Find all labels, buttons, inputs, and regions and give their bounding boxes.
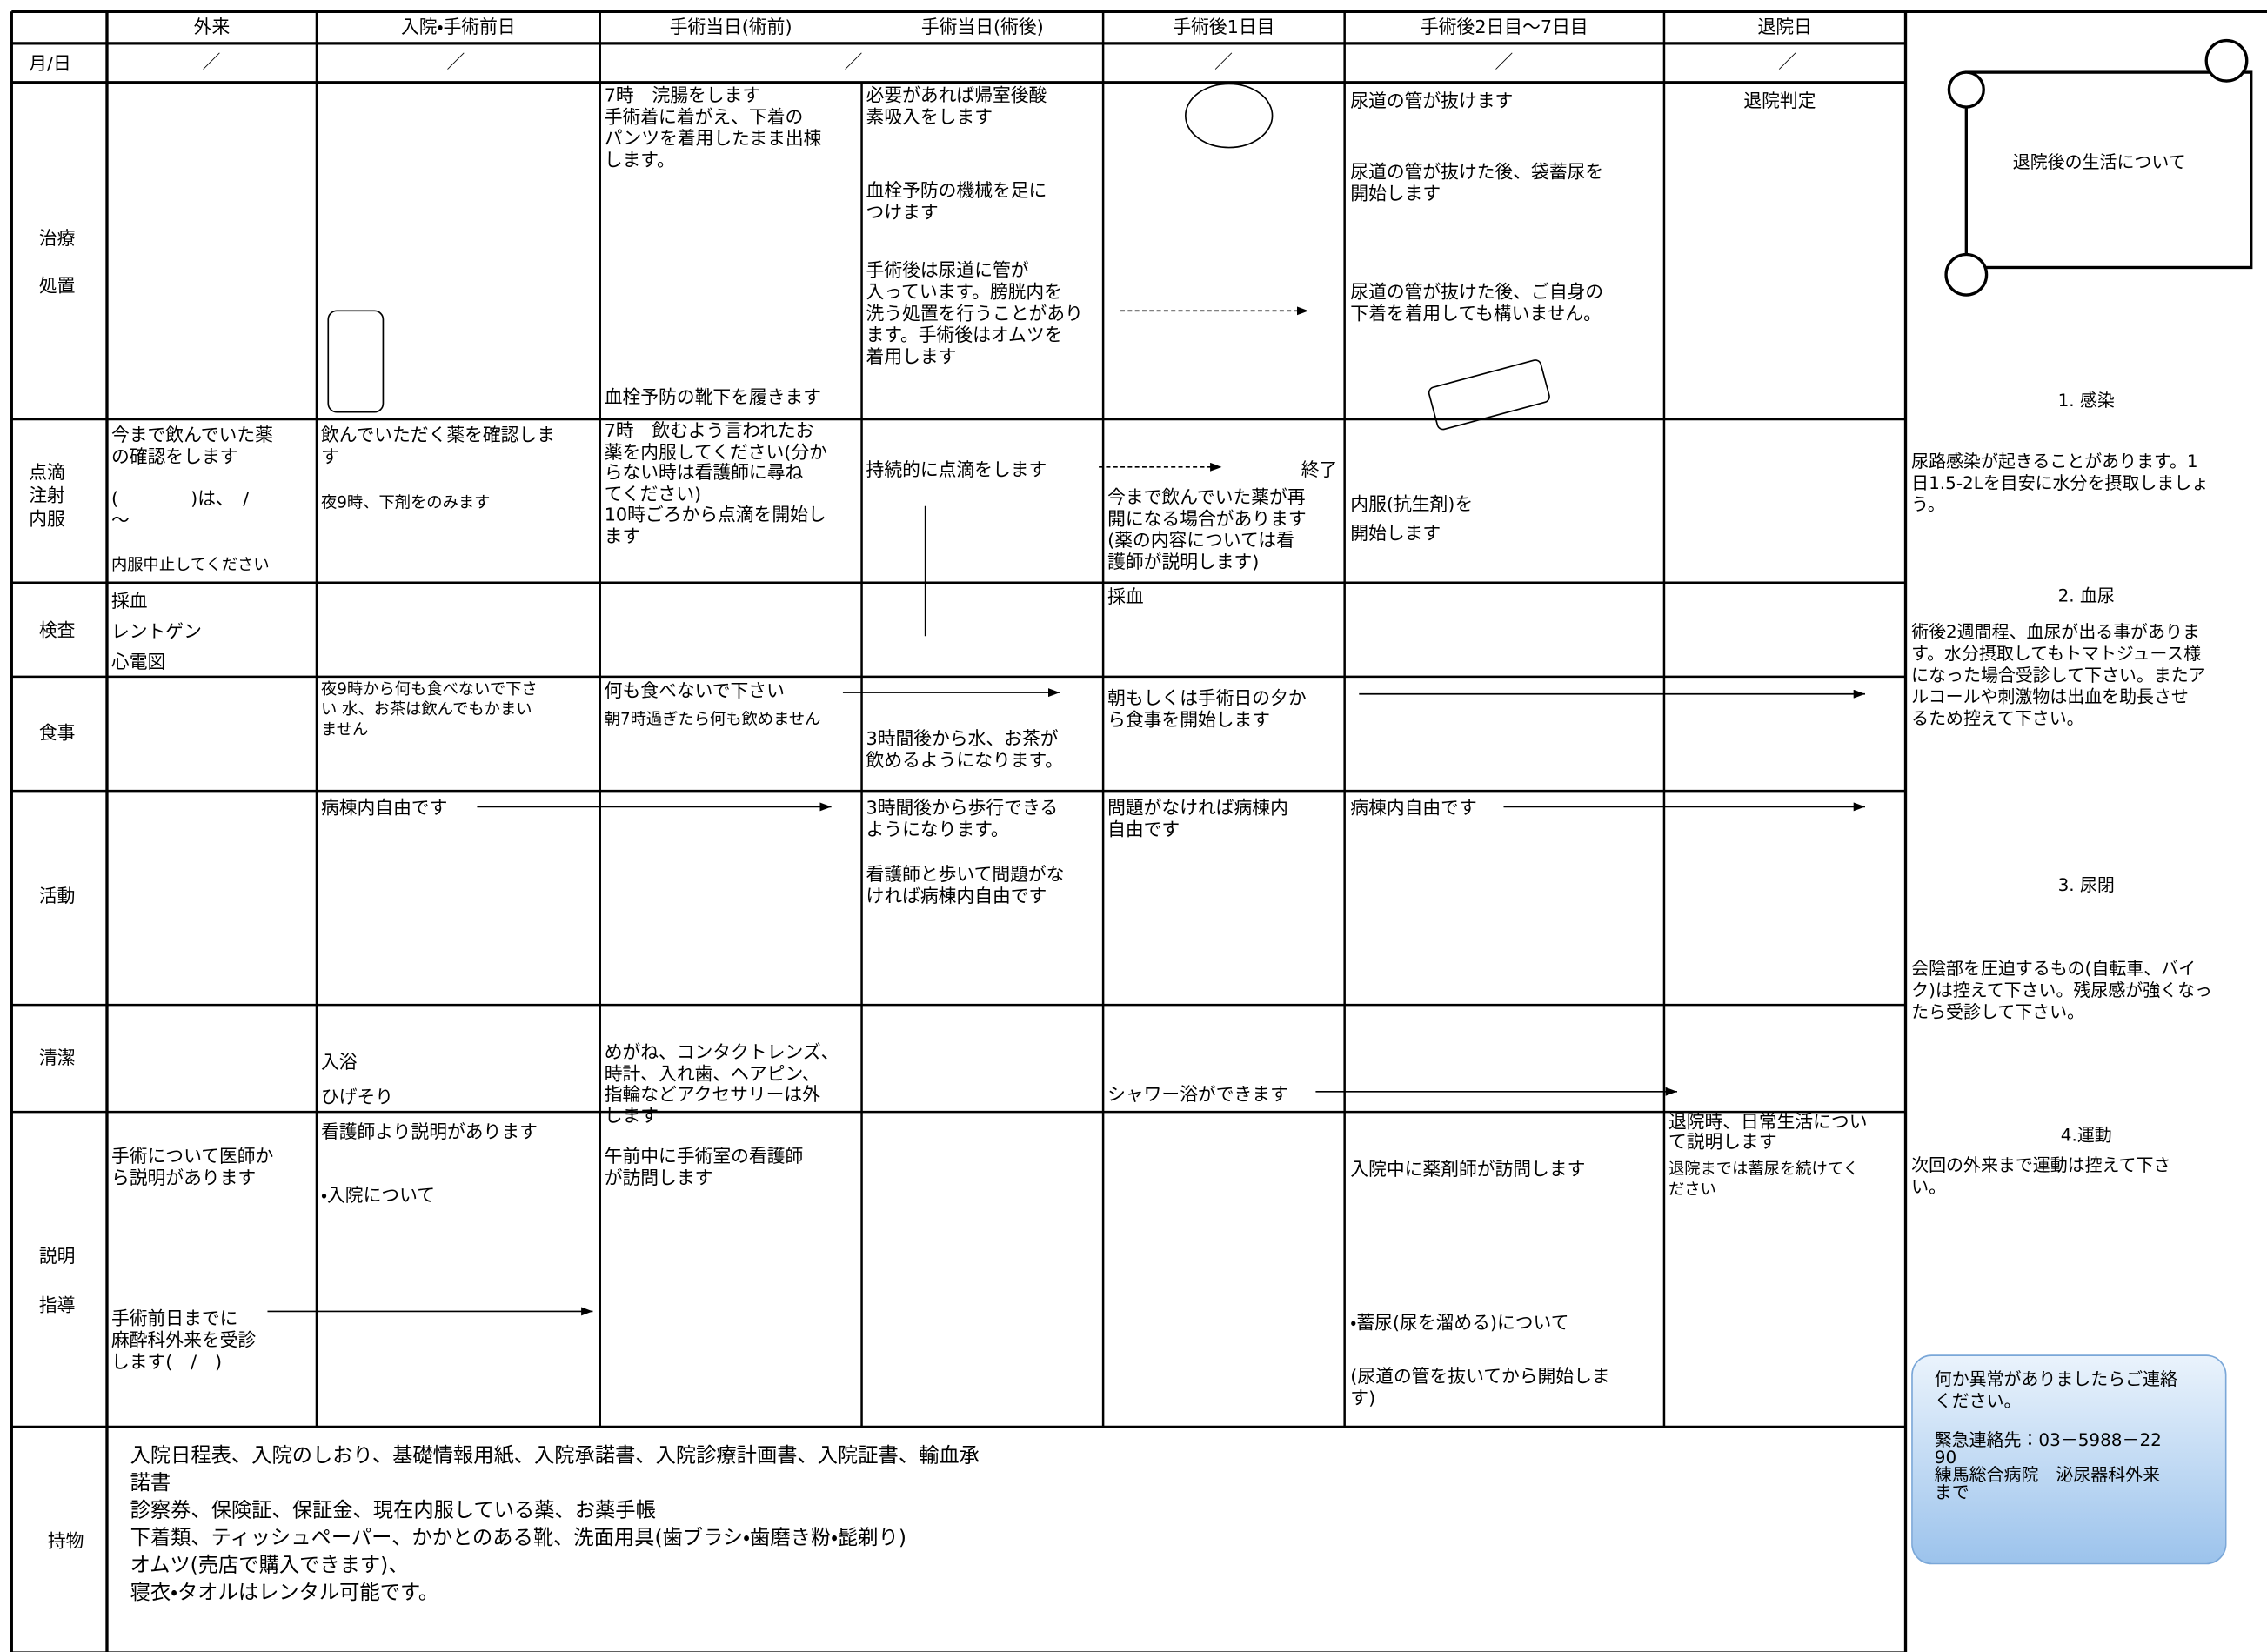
cell-text: ひげそり: [320, 1086, 394, 1108]
cell-text: 手術前日までに 麻酔科外来を受診 します( / ): [110, 1307, 257, 1373]
cell-text: めがね、コンタクトレンズ、 時計、入れ歯、ヘアピン、 指輪などアクセサリーは外 …: [604, 1040, 839, 1126]
cell-text: 内服(抗生剤)を 開始します: [1350, 492, 1474, 544]
topic-heading: 1. 感染: [2057, 390, 2115, 411]
cell-text: 7時 浣腸をします 手術着に着がえ、下着の パンツを着用したまま出棟 します。: [604, 84, 822, 171]
cell-text: 尿道の管が抜けます: [1350, 90, 1514, 111]
cell-text: 夜9時、下剤をのみます: [320, 492, 491, 512]
panel-title: 退院後の生活について: [2012, 151, 2186, 172]
cell-text: 血栓予防の機械を足に つけます: [866, 179, 1047, 223]
cell-text: 看護師と歩いて問題がな ければ病棟内自由です: [866, 863, 1065, 907]
cell-text: 採血: [1107, 585, 1144, 608]
cell-text: 尿道の管が抜けた後、ご自身の 下着を着用しても構いません。: [1350, 280, 1604, 324]
cell-text: 問題がなければ病棟内 自由です: [1107, 796, 1288, 840]
cell-text: 夜9時から何も食べないで下さ い 水、お茶は飲んでもかまい ません: [320, 679, 538, 739]
cell-text: 内服中止してください: [110, 555, 270, 574]
row-label: 説明 指導: [38, 1244, 76, 1316]
topic-text: 術後2週間程、血尿が出る事がありま す。水分摂取してもトマトジュース様 になった…: [1911, 621, 2206, 729]
cell-text: 尿道の管が抜けた後、袋蓄尿を 開始します: [1350, 160, 1604, 204]
contact-box: [1911, 1354, 2227, 1565]
cell-text: 入浴: [320, 1051, 358, 1073]
contact-details: 緊急連絡先：03－5988－22 90 練馬総合病院 泌尿器科外来 まで: [1934, 1429, 2162, 1502]
column-header: 入院・手術前日: [400, 16, 516, 38]
scroll-curl: [2204, 38, 2249, 83]
cell-text: 朝7時過ぎたら何も飲めません: [604, 710, 821, 729]
cell-text: 退院までは蓄尿を続けてく ださい: [1668, 1159, 1859, 1199]
cell-text: 病棟内自由です: [320, 796, 448, 819]
date-mark: ／: [446, 50, 465, 73]
topic-heading: 3. 尿閉: [2057, 874, 2115, 895]
row-label: 清潔: [38, 1047, 76, 1069]
row-label: 点滴 注射 内服: [29, 461, 65, 530]
date-mark: ／: [202, 50, 221, 73]
cell-text: 手術について医師か ら説明があります: [110, 1145, 274, 1189]
cell-text: 何も食べないで下さい: [604, 679, 785, 702]
cell-text: 入院中に薬剤師が訪問します: [1350, 1158, 1586, 1180]
cell-text: 飲んでいただく薬を確認しま す: [320, 423, 556, 467]
row-label: 活動: [38, 885, 76, 907]
cell-text: 退院時、日常生活につい て説明します: [1668, 1110, 1868, 1153]
scroll-frame: [1964, 70, 2253, 270]
cell-text: 今まで飲んでいた薬 の確認をします: [110, 423, 273, 467]
cell-text: 持続的に点滴をします: [866, 458, 1047, 480]
cell-text: 看護師より説明があります: [320, 1120, 538, 1142]
topic-text: 次回の外来まで運動は控えて下さ い。: [1911, 1154, 2171, 1198]
topic-heading: 4.運動: [2060, 1125, 2112, 1146]
cell-text: ( )は、 / ～: [110, 487, 250, 531]
medicine-bottle: [327, 310, 385, 413]
row-label: 治療 処置: [38, 226, 76, 297]
column-header: 退院日: [1757, 16, 1812, 38]
cell-text: 退院判定: [1743, 90, 1816, 111]
row-label: 食事: [38, 721, 76, 744]
scroll-curl: [1944, 252, 1989, 297]
cell-text: 必要があれば帰室後酸 素吸入をします: [866, 84, 1047, 128]
cell-text: 手術後は尿道に管が 入っています。膀胱内を 洗う処置を行うことがあり ます。手術…: [866, 258, 1083, 368]
cell-text: 採血 レントゲン 心電図: [110, 590, 202, 672]
column-header: 手術後2日目～7日目: [1420, 16, 1588, 38]
cell-text: ・入院について: [320, 1184, 436, 1207]
topic-text: 尿路感染が起きることがあります。1 日1.5-2Lを目安に水分を摂取しましょ う…: [1911, 451, 2210, 515]
column-header: 手術当日(術前): [669, 16, 792, 38]
cell-text: 今まで飲んでいた薬が再 開になる場合があります (薬の内容については看 護師が説…: [1107, 485, 1307, 573]
cell-text: 3時間後から水、お茶が 飲めるようになります。: [866, 726, 1064, 771]
contact-note: 何か異常がありましたらご連絡 ください。: [1934, 1368, 2177, 1412]
date-mark: ／: [1495, 50, 1514, 73]
cell-text: (尿道の管を抜いてから開始しま す): [1350, 1364, 1610, 1408]
row-label: 検査: [38, 619, 76, 641]
date-mark: ／: [1214, 50, 1233, 73]
date-mark: ／: [844, 50, 863, 73]
cell-text: 入院日程表、入院のしおり、基礎情報用紙、入院承諾書、入院診療計画書、入院証書、輸…: [130, 1444, 980, 1605]
urine-bag: [1185, 83, 1274, 149]
column-header: 手術後1日目: [1173, 16, 1275, 38]
cell-text: 3時間後から歩行できる ようになります。: [866, 796, 1059, 840]
column-header: 手術当日(術後): [920, 16, 1044, 38]
scroll-curl: [1947, 70, 1985, 109]
pill-sheet: [1428, 359, 1550, 431]
row-label: 持物: [47, 1529, 84, 1552]
row-label: 月/日: [29, 51, 71, 74]
topic-text: 会陰部を圧迫するもの(自転車、バイ ク)は控えて下さい。残尿感が強くなっ たら受…: [1911, 958, 2213, 1023]
cell-text: 終了: [1301, 458, 1338, 480]
column-header: 外来: [193, 16, 231, 38]
cell-text: 血栓予防の靴下を履きます: [604, 385, 822, 408]
cell-text: 7時 飲むよう言われたお 薬を内服してください(分か らない時は看護師に尋ね て…: [604, 418, 827, 546]
cell-text: 病棟内自由です: [1350, 796, 1477, 819]
cell-text: ・蓄尿(尿を溜める)について: [1350, 1311, 1569, 1334]
date-mark: ／: [1778, 50, 1797, 73]
cell-text: 午前中に手術室の看護師 が訪問します: [604, 1145, 804, 1189]
cell-text: 朝もしくは手術日の夕か ら食事を開始します: [1107, 686, 1307, 731]
topic-heading: 2. 血尿: [2057, 585, 2115, 606]
cell-text: シャワー浴ができます: [1107, 1082, 1288, 1105]
